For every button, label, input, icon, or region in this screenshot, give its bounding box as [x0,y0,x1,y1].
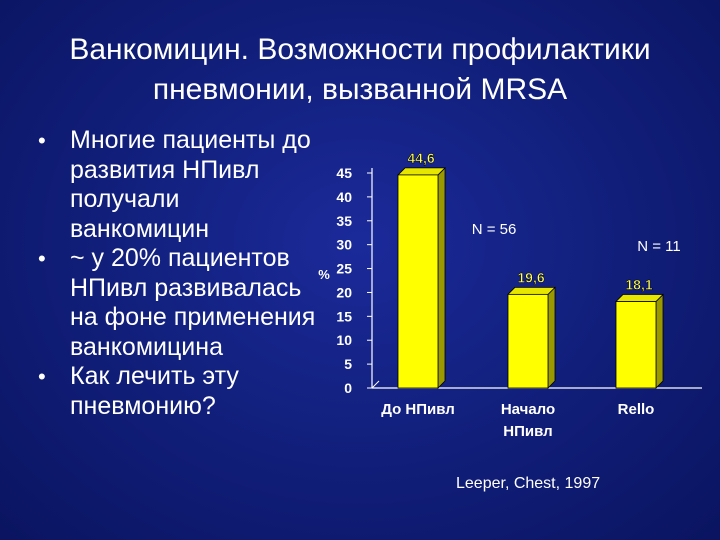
x-tick-label: НПивл [503,423,552,440]
bar-side [547,286,556,389]
x-tick-label: Rello [618,401,655,418]
bar [397,174,439,389]
y-tick-label: 45 [336,165,352,181]
y-tick-label: 15 [336,308,352,324]
bullet-text: Как лечить эту пневмонию? [70,362,239,420]
bullet-item: • Как лечить эту пневмонию? [30,362,360,421]
bullet-item: • Многие пациенты до развития НПивл полу… [30,126,360,244]
y-axis-label: % [318,267,330,282]
bar-side [655,293,664,389]
y-tick-label: 0 [344,380,352,396]
x-tick-label: До НПивл [381,401,455,418]
bar-value-label: 18,1 [625,277,652,293]
bullet-dot-icon: • [38,128,46,153]
bar-top [615,294,664,302]
y-tick-label: 5 [344,356,352,372]
bullet-text: ~ у 20% пациентов НПивл развивалась на ф… [70,244,316,361]
bullet-dot-icon: • [38,246,46,271]
bar-top [507,286,556,295]
y-tick-label: 20 [336,284,352,300]
source-citation: Leeper, Chest, 1997 [456,475,601,492]
axis-depth-line [371,380,380,389]
x-tick-label: Начало [501,401,555,418]
y-tick-label: 10 [336,332,352,348]
bullet-list: • Многие пациенты до развития НПивл полу… [30,126,360,421]
bar-top [397,167,446,176]
y-tick-label: 40 [336,189,352,205]
y-tick-label: 25 [336,261,352,277]
bar-value-label: 44,6 [407,150,434,166]
bullet-item: • ~ у 20% пациентов НПивл развивалась на… [30,244,360,362]
chart-annotation: N = 56 [472,221,517,238]
y-tick-label: 30 [336,237,352,253]
y-tick-label: 35 [336,213,352,229]
slide-title-line-1: Ванкомицин. Возможности профилактики [69,33,651,66]
slide-title: Ванкомицин. Возможности профилактики пне… [20,30,700,110]
bar [507,293,549,389]
bar-value-label: 19,6 [517,269,544,285]
bullet-dot-icon: • [38,364,46,389]
bar [615,301,657,389]
chart-annotation: N = 11 [637,238,681,255]
slide-title-line-2: пневмонии, вызванной MRSA [152,73,568,106]
bar-side [437,166,446,389]
bullet-text: Многие пациенты до развития НПивл получа… [70,126,311,243]
